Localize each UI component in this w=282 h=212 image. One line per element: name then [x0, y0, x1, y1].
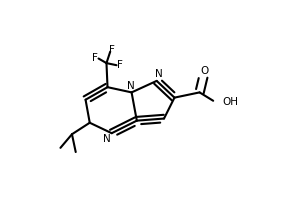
Text: F: F: [109, 45, 115, 54]
Text: N: N: [103, 134, 110, 144]
Text: N: N: [155, 69, 163, 79]
Text: F: F: [92, 53, 98, 63]
Text: F: F: [117, 60, 123, 70]
Text: O: O: [200, 67, 208, 77]
Text: N: N: [127, 81, 135, 91]
Text: OH: OH: [222, 97, 239, 107]
